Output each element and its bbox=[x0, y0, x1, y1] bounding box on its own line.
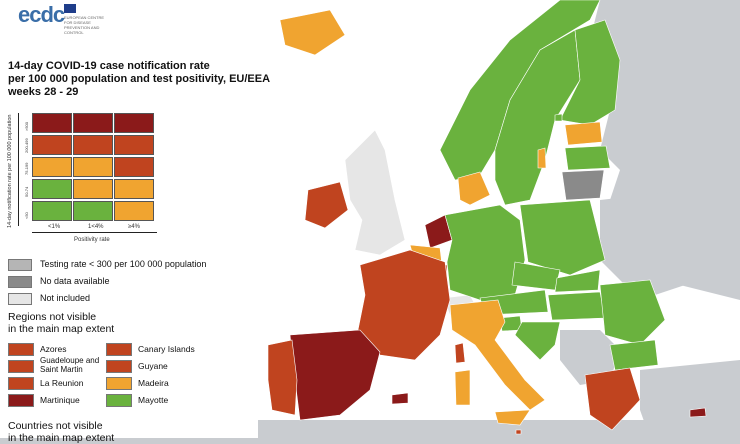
region-swatch bbox=[106, 394, 132, 407]
island-aland bbox=[554, 113, 563, 122]
north-africa bbox=[258, 420, 740, 438]
country-germany bbox=[444, 204, 526, 301]
countries-heading-line: in the main map extent bbox=[8, 432, 115, 444]
region-label: Guadeloupe and Saint Martin bbox=[40, 356, 100, 374]
region-label: Canary Islands bbox=[138, 344, 195, 354]
matrix-cell bbox=[32, 179, 72, 199]
matrix-cell bbox=[114, 157, 154, 177]
region-label: La Reunion bbox=[40, 378, 84, 388]
regions-heading: Regions not visible in the main map exte… bbox=[8, 311, 114, 335]
matrix-cell bbox=[32, 135, 72, 155]
logo-subtitle: EUROPEAN CENTRE FOR DISEASE PREVENTION A… bbox=[64, 15, 105, 35]
matrix-y-axis-label: 14-day notification rate per 100 000 pop… bbox=[7, 114, 13, 228]
regions-heading-line: Regions not visible bbox=[8, 311, 97, 323]
map-title: 14-day COVID-19 case notification rate p… bbox=[8, 60, 271, 99]
countries-heading: Countries not visible in the main map ex… bbox=[8, 420, 114, 444]
region-label: Guyane bbox=[138, 361, 168, 371]
country-cyprus bbox=[689, 407, 707, 418]
matrix-cell bbox=[73, 113, 113, 133]
matrix-y-tick: 200-499 bbox=[24, 138, 29, 153]
region-swatch bbox=[8, 343, 34, 356]
region-swatch bbox=[8, 377, 34, 390]
island-balearic bbox=[391, 392, 409, 405]
x-tick-2: 1<4% bbox=[88, 224, 104, 230]
ecdc-logo: ecdc EUROPEAN CENTRE FOR DISEASE PREVENT… bbox=[6, 2, 104, 35]
matrix-cell bbox=[114, 135, 154, 155]
region-swatch bbox=[106, 343, 132, 356]
turkey-region bbox=[640, 360, 740, 438]
island-gotland bbox=[537, 147, 547, 169]
country-lithuania bbox=[561, 169, 605, 201]
matrix-y-tick: >500 bbox=[24, 121, 29, 131]
country-uk bbox=[344, 129, 406, 256]
region-label: Mayotte bbox=[138, 395, 169, 405]
x-tick-1: <1% bbox=[48, 224, 61, 230]
matrix-x-axis-label: Positivity rate bbox=[74, 237, 110, 243]
matrix-cell bbox=[73, 201, 113, 221]
country-hungary bbox=[547, 291, 606, 321]
region-label: Martinique bbox=[40, 395, 80, 405]
legend-swatch bbox=[8, 276, 32, 288]
title-line-2: per 100 000 population and test positivi… bbox=[8, 73, 271, 85]
country-croatia bbox=[514, 321, 561, 361]
legend-panel: ecdc EUROPEAN CENTRE FOR DISEASE PREVENT… bbox=[0, 0, 271, 444]
countries-heading-line: Countries not visible bbox=[8, 420, 103, 432]
matrix-cell bbox=[73, 135, 113, 155]
country-latvia bbox=[564, 145, 611, 171]
legend-label: No data available bbox=[40, 276, 110, 286]
legend-swatch bbox=[8, 293, 32, 305]
legend-label: Not included bbox=[40, 293, 91, 303]
country-denmark bbox=[457, 171, 491, 206]
balkans-non-eu bbox=[560, 330, 620, 385]
matrix-cell bbox=[114, 201, 154, 221]
region-swatch bbox=[8, 394, 34, 407]
matrix-cell bbox=[114, 179, 154, 199]
matrix-y-tick: 50-74 bbox=[24, 186, 29, 197]
country-romania bbox=[599, 279, 666, 346]
country-finland bbox=[559, 19, 621, 126]
country-france bbox=[357, 249, 451, 361]
country-iceland bbox=[279, 9, 346, 56]
eu-flag-icon bbox=[64, 4, 76, 13]
belarus-ukraine bbox=[600, 190, 700, 300]
country-estonia bbox=[564, 121, 603, 146]
matrix-cell bbox=[32, 157, 72, 177]
country-bulgaria bbox=[609, 339, 659, 371]
country-italy bbox=[449, 299, 546, 411]
legend-label: Testing rate < 300 per 100 000 populatio… bbox=[40, 259, 207, 269]
logo-text: ecdc bbox=[18, 2, 65, 27]
matrix-cell bbox=[73, 157, 113, 177]
country-malta bbox=[515, 429, 522, 435]
country-portugal bbox=[267, 339, 298, 416]
island-corsica bbox=[454, 342, 466, 364]
matrix-cell bbox=[73, 179, 113, 199]
x-tick-3: ≥4% bbox=[128, 224, 140, 230]
matrix-cell bbox=[114, 113, 154, 133]
region-swatch bbox=[106, 360, 132, 373]
region-label: Madeira bbox=[138, 378, 169, 388]
matrix-y-tick: 75-199 bbox=[24, 162, 29, 175]
country-greece bbox=[584, 367, 641, 431]
legend-swatch bbox=[8, 259, 32, 271]
island-sardinia bbox=[454, 369, 471, 406]
title-line-1: 14-day COVID-19 case notification rate bbox=[8, 60, 210, 72]
matrix-cell bbox=[32, 201, 72, 221]
country-slovakia bbox=[554, 269, 601, 293]
country-ireland bbox=[304, 181, 349, 229]
x-axis-arrow bbox=[32, 232, 157, 233]
region-label: Azores bbox=[40, 344, 67, 354]
title-line-3: weeks 28 - 29 bbox=[8, 86, 79, 98]
region-swatch bbox=[106, 377, 132, 390]
matrix-y-tick: <50 bbox=[24, 212, 29, 219]
regions-heading-line: in the main map extent bbox=[8, 323, 115, 335]
country-poland bbox=[519, 199, 606, 276]
y-axis-arrow bbox=[18, 113, 19, 226]
island-sicily bbox=[494, 409, 531, 426]
region-swatch bbox=[8, 360, 34, 373]
matrix-cell bbox=[32, 113, 72, 133]
